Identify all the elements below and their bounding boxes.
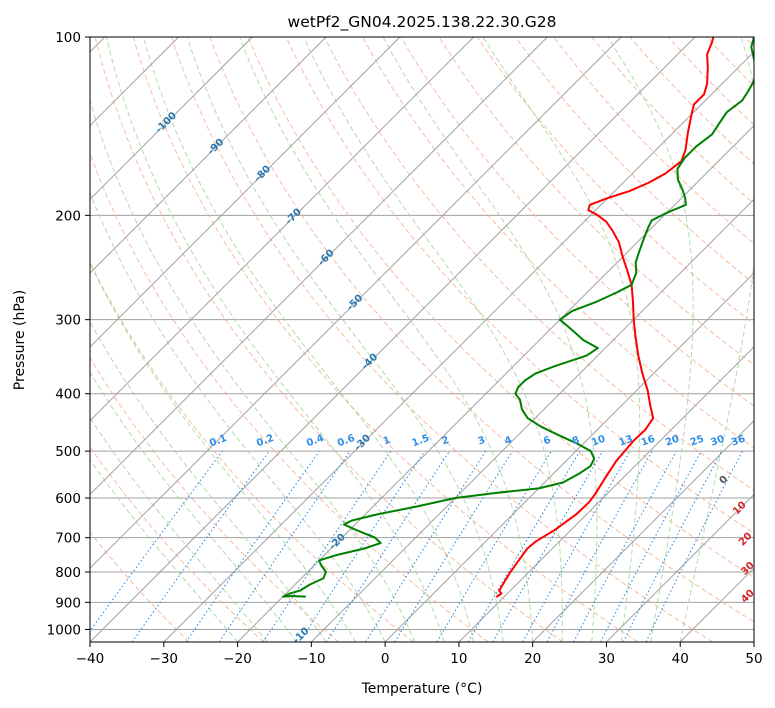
dry-adiabat-line (94, 37, 564, 642)
x-tick-label: 40 (672, 651, 689, 667)
moist-adiabat-line (186, 37, 504, 642)
x-tick-label: 20 (524, 651, 541, 667)
moist-adiabat-line (303, 37, 563, 642)
plot-area (90, 37, 754, 642)
dry-adiabat-line (171, 37, 713, 642)
mixing-ratio-line (131, 450, 270, 642)
isotherm-line (606, 493, 754, 642)
isotherm-line (90, 37, 253, 201)
mixing-ratio-label: 1 (382, 435, 392, 448)
isotherm-line (90, 37, 475, 422)
moist-adiabat-line (105, 37, 445, 642)
moist-adiabat-line (90, 416, 268, 642)
mixing-ratio-line (90, 450, 223, 632)
mixing-ratio-line (522, 450, 631, 642)
dry-adiabat-line (362, 37, 754, 449)
chart-title: wetPf2_GN04.2025.138.22.30.G28 (288, 13, 557, 32)
mixing-ratio-label: 25 (689, 434, 706, 449)
x-tick-label: −40 (76, 651, 105, 667)
moist-adiabat-line (607, 37, 694, 642)
mixing-ratio-line (299, 450, 426, 642)
isotherm-line (753, 641, 754, 642)
moist-adiabat-line (90, 320, 327, 642)
mixing-ratio-line (325, 450, 450, 642)
x-axis-title: Temperature (°C) (361, 681, 483, 697)
dry-adiabat-line (209, 37, 754, 623)
mixing-ratio-line (218, 450, 351, 642)
mixing-ratio-label: 20 (664, 434, 681, 449)
isotherm-line (90, 37, 696, 642)
mixing-ratio-line (573, 450, 677, 642)
y-axis-title: Pressure (hPa) (12, 290, 28, 390)
mixing-ratio-label: 10 (590, 434, 607, 449)
moist-adiabat-line (90, 458, 238, 642)
y-tick-label: 600 (55, 491, 81, 507)
mixing-ratio-line (185, 450, 320, 642)
temperature-profile-line (496, 37, 715, 598)
dry-adiabat-line (515, 37, 754, 285)
moist-adiabat-line (482, 37, 641, 642)
moist-adiabat-line (679, 37, 754, 642)
x-tick-label: 0 (381, 651, 390, 667)
x-tick-label: −30 (150, 651, 179, 667)
dewpoint-profile-line (282, 37, 754, 598)
mixing-ratio-label: 8 (571, 435, 581, 448)
x-tick-label: −10 (297, 651, 326, 667)
isotherm-line (237, 124, 754, 642)
mixing-ratio-label: 30 (709, 434, 726, 449)
isotherm-line (310, 198, 754, 642)
y-tick-label: 500 (55, 444, 81, 460)
moist-adiabat-line (142, 37, 475, 642)
isotherm-line (384, 272, 754, 642)
isotherm-line (90, 37, 548, 496)
isotherm-line (90, 37, 327, 274)
mixing-ratio-line (546, 450, 653, 642)
mixing-ratio-label: 2 (440, 435, 450, 448)
y-tick-label: 300 (55, 313, 81, 329)
mixing-ratio-label: 13 (618, 434, 635, 449)
moist-adiabat-line (239, 37, 534, 642)
plot-frame (89, 36, 755, 643)
y-tick-label: 200 (55, 208, 81, 224)
dry-adiabat-line (438, 37, 754, 366)
y-tick-label: 400 (55, 387, 81, 403)
y-tick-label: 900 (55, 595, 81, 611)
x-tick-label: 50 (745, 651, 762, 667)
dry-adiabat-line (323, 37, 754, 491)
x-tick-label: −20 (223, 651, 252, 667)
isotherm-line (90, 37, 401, 348)
y-tick-label: 700 (55, 531, 81, 547)
dry-adiabat-line (90, 446, 265, 642)
x-tick-label: 10 (450, 651, 467, 667)
mixing-ratio-line (262, 450, 392, 642)
axes: −40 −30 −20 −10 0 10 20 30 40 50 100 200 300 400 500 60… (47, 30, 763, 667)
isotherm-line (532, 419, 754, 642)
mixing-ratio-label: 16 (640, 434, 657, 449)
isotherm-line (163, 51, 754, 642)
mixing-ratio-label: 6 (542, 435, 552, 448)
y-tick-label: 100 (55, 30, 81, 46)
moist-adiabat-line (90, 262, 357, 642)
mixing-ratio-line (645, 450, 743, 642)
dry-adiabat-line (90, 152, 489, 642)
mixing-ratio-label: 3 (477, 435, 487, 448)
dry-adiabat-line (90, 356, 339, 642)
y-tick-label: 800 (55, 565, 81, 581)
dry-adiabat-line (132, 37, 639, 642)
sounding-lines (282, 37, 754, 598)
isotherm-line (90, 37, 622, 569)
x-tick-label: 30 (598, 651, 615, 667)
mixing-ratio-label: 36 (730, 434, 747, 449)
moist-adiabat-line (382, 37, 598, 642)
isotherm-line (458, 346, 754, 642)
dry-adiabat-line (90, 531, 190, 642)
moist-adiabat-line (90, 191, 386, 642)
y-tick-label: 1000 (47, 622, 81, 638)
mixing-ratio-label: 4 (503, 435, 513, 448)
